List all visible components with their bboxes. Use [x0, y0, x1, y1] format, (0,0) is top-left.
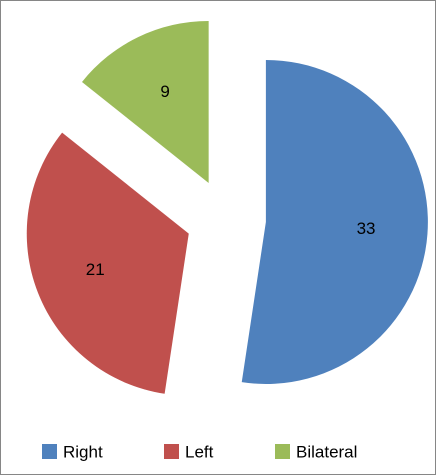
legend-swatch — [275, 444, 290, 459]
pie-slice — [241, 59, 428, 384]
legend-label: Bilateral — [296, 442, 357, 461]
legend-label: Right — [63, 442, 103, 461]
pie-slice — [81, 20, 209, 183]
data-label: 21 — [86, 260, 105, 279]
pie-slice — [26, 132, 189, 394]
data-label: 9 — [160, 82, 169, 101]
legend-label: Left — [185, 442, 214, 461]
legend-swatch — [42, 444, 57, 459]
data-label: 33 — [357, 219, 376, 238]
legend-swatch — [164, 444, 179, 459]
